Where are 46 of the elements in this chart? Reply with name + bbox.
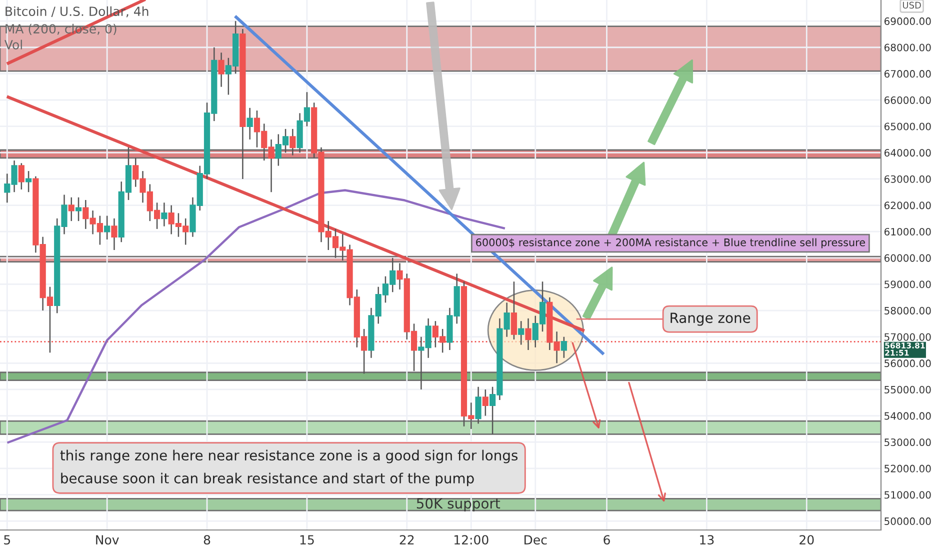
candlestick bbox=[246, 107, 253, 140]
y-tick-label: 52000.00 bbox=[884, 464, 931, 472]
y-tick-label: 69000.00 bbox=[884, 17, 931, 25]
candlestick bbox=[75, 196, 82, 222]
y-tick-label: 51000.00 bbox=[884, 491, 931, 499]
candlestick bbox=[18, 162, 24, 190]
candlestick bbox=[161, 202, 168, 227]
y-tick-label: 53000.00 bbox=[884, 438, 931, 446]
y-tick-label: 62000.00 bbox=[884, 202, 931, 210]
y-tick-label: 56000.00 bbox=[884, 360, 931, 368]
x-tick-label: 5 bbox=[4, 535, 10, 545]
annotation: Range zone bbox=[670, 312, 750, 326]
y-tick-label: 55000.00 bbox=[884, 386, 931, 394]
x-tick-label: Dec bbox=[524, 535, 547, 545]
x-tick-label: 22 bbox=[400, 535, 414, 544]
y-axis-title: USD bbox=[902, 2, 921, 9]
x-tick-label: 8 bbox=[204, 535, 210, 545]
candlestick bbox=[26, 170, 32, 193]
x-tick-label: 20 bbox=[800, 535, 814, 545]
x-tick-label: 6 bbox=[604, 535, 610, 545]
x-tick-label: 12:00 bbox=[454, 535, 488, 545]
candlestick bbox=[518, 320, 524, 346]
x-tick-label: 15 bbox=[300, 535, 314, 545]
y-tick-label: 65000.00 bbox=[884, 122, 931, 130]
y-tick-label: 57000.00 bbox=[884, 333, 931, 341]
y-tick-label: 67000.00 bbox=[884, 70, 931, 78]
candlestick bbox=[111, 218, 118, 251]
candlestick bbox=[68, 196, 74, 222]
annotation: this range zone here near resistance zone is a good sign for longs because soon it can break resistance and start of the pump bbox=[60, 450, 518, 486]
y-tick-label: 61000.00 bbox=[884, 228, 931, 236]
annotation: 60000$ resistance zone + 200MA resistance + Blue trendline sell pressure bbox=[476, 238, 865, 248]
candlestick bbox=[560, 336, 567, 359]
y-tick-label: 64000.00 bbox=[884, 149, 931, 157]
y-tick-label: 50000.00 bbox=[884, 517, 931, 525]
y-tick-label: 58000.00 bbox=[884, 306, 931, 314]
y-tick-label: 60000.00 bbox=[884, 254, 931, 262]
x-tick-label: Nov bbox=[96, 535, 119, 545]
y-tick-label: 68000.00 bbox=[884, 44, 931, 52]
x-tick-label: 13 bbox=[700, 535, 714, 545]
candlestick bbox=[525, 318, 532, 351]
candlestick bbox=[482, 388, 488, 416]
y-tick-label: 66000.00 bbox=[884, 96, 931, 104]
y-tick-label: 59000.00 bbox=[884, 280, 931, 288]
candlestick bbox=[104, 215, 110, 240]
y-tick-label: 54000.00 bbox=[884, 412, 931, 420]
y-tick-label: 63000.00 bbox=[884, 175, 931, 183]
